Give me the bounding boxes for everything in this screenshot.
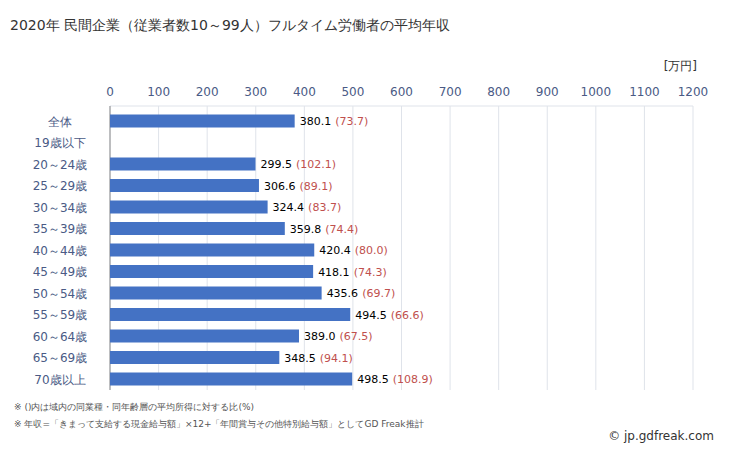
- value-label: 418.1: [318, 266, 350, 279]
- grid-line: [401, 106, 402, 390]
- category-label: 20～24歳: [33, 158, 88, 172]
- data-label: 348.5 (94.1): [284, 352, 353, 365]
- category-label: 60～64歳: [33, 330, 88, 344]
- value-label: 494.5: [355, 309, 387, 322]
- ratio-label: (66.6): [391, 309, 424, 322]
- bar: [110, 265, 313, 278]
- tick-label: 0: [106, 85, 114, 99]
- category-label: 40～44歳: [33, 244, 88, 258]
- data-label: 324.4(83.7): [273, 201, 342, 214]
- bar: [110, 330, 299, 343]
- category-label: 35～39歳: [33, 222, 88, 236]
- axis-unit: [万円]: [664, 59, 697, 73]
- value-label: 435.6: [327, 287, 359, 300]
- category-label: 30～34歳: [33, 201, 88, 215]
- tick-label: 200: [196, 85, 219, 99]
- grid-line: [450, 106, 451, 390]
- value-label: 306.6: [264, 180, 296, 193]
- bar: [110, 308, 350, 321]
- grid-line: [352, 106, 353, 390]
- tick-label: 700: [439, 85, 462, 99]
- bar: [110, 179, 259, 192]
- data-label: 359.8(74.4): [290, 223, 359, 236]
- category-label: 50～54歳: [33, 287, 88, 301]
- axis-line: [110, 106, 693, 107]
- data-label: 418.1 (74.3): [318, 266, 387, 279]
- tick-label: 1100: [629, 85, 660, 99]
- title: 2020年 民間企業（従業者数10～99人）フルタイム労働者の平均年収: [10, 17, 450, 33]
- tick-label: 300: [244, 85, 267, 99]
- grid-line: [595, 106, 596, 390]
- ratio-label: (83.7): [308, 201, 341, 214]
- ratio-label: (108.9): [393, 373, 433, 386]
- value-label: 380.1: [300, 115, 332, 128]
- bar: [110, 222, 285, 235]
- value-label: 324.4: [273, 201, 305, 214]
- data-label: 498.5 (108.9): [357, 373, 433, 386]
- category-label: 全体: [48, 115, 72, 129]
- grid-line: [693, 106, 694, 390]
- bar: [110, 158, 256, 171]
- ratio-label: (69.7): [362, 287, 395, 300]
- tick-label: 100: [147, 85, 170, 99]
- ratio-label: (74.3): [354, 266, 387, 279]
- value-label: 299.5: [261, 158, 293, 171]
- bar: [110, 201, 268, 214]
- tick-label: 900: [536, 85, 559, 99]
- footnote: ※ ()内は域内の同業種・同年齢層の平均所得に対する比(%): [14, 402, 254, 412]
- ratio-label: (73.7): [335, 115, 368, 128]
- category-label: 25～29歳: [33, 179, 88, 193]
- data-label: 389.0(67.5): [304, 330, 373, 343]
- data-label: 299.5(102.1): [261, 158, 337, 171]
- grid-line: [498, 106, 499, 390]
- value-label: 498.5: [357, 373, 389, 386]
- data-label: 306.6(89.1): [264, 180, 333, 193]
- bar: [110, 115, 295, 128]
- background: [0, 0, 729, 451]
- data-label: 494.5 (66.6): [355, 309, 424, 322]
- tick-label: 500: [341, 85, 364, 99]
- tick-label: 1200: [678, 85, 709, 99]
- bar: [110, 244, 314, 257]
- category-label: 65～69歳: [33, 351, 88, 365]
- bar: [110, 373, 352, 386]
- data-label: 420.4 (80.0): [319, 244, 388, 257]
- ratio-label: (102.1): [296, 158, 336, 171]
- tick-label: 1000: [581, 85, 612, 99]
- category-label: 70歳以上: [34, 373, 85, 387]
- category-label: 19歳以下: [34, 136, 85, 150]
- grid-line: [644, 106, 645, 390]
- ratio-label: (94.1): [320, 352, 353, 365]
- value-label: 348.5: [284, 352, 316, 365]
- tick-label: 400: [293, 85, 316, 99]
- value-label: 359.8: [290, 223, 322, 236]
- value-label: 420.4: [319, 244, 351, 257]
- value-label: 389.0: [304, 330, 336, 343]
- chart: 2020年 民間企業（従業者数10～99人）フルタイム労働者の平均年収 [万円] 0…: [0, 0, 729, 451]
- tick-label: 800: [487, 85, 510, 99]
- category-label: 45～49歳: [33, 265, 88, 279]
- tick-label: 600: [390, 85, 413, 99]
- data-label: 380.1(73.7): [300, 115, 369, 128]
- source: © jp.gdfreak.com: [608, 429, 714, 443]
- bar: [110, 351, 279, 364]
- ratio-label: (89.1): [299, 180, 332, 193]
- ratio-label: (67.5): [339, 330, 372, 343]
- grid-line: [547, 106, 548, 390]
- category-label: 55～59歳: [33, 308, 88, 322]
- bar: [110, 287, 322, 300]
- data-label: 435.6(69.7): [327, 287, 396, 300]
- ratio-label: (74.4): [325, 223, 358, 236]
- ratio-label: (80.0): [355, 244, 388, 257]
- footnote: ※ 年収=「きまって支給する現金給与額」×12+「年間賞与その他特別給与額」とし…: [14, 419, 424, 429]
